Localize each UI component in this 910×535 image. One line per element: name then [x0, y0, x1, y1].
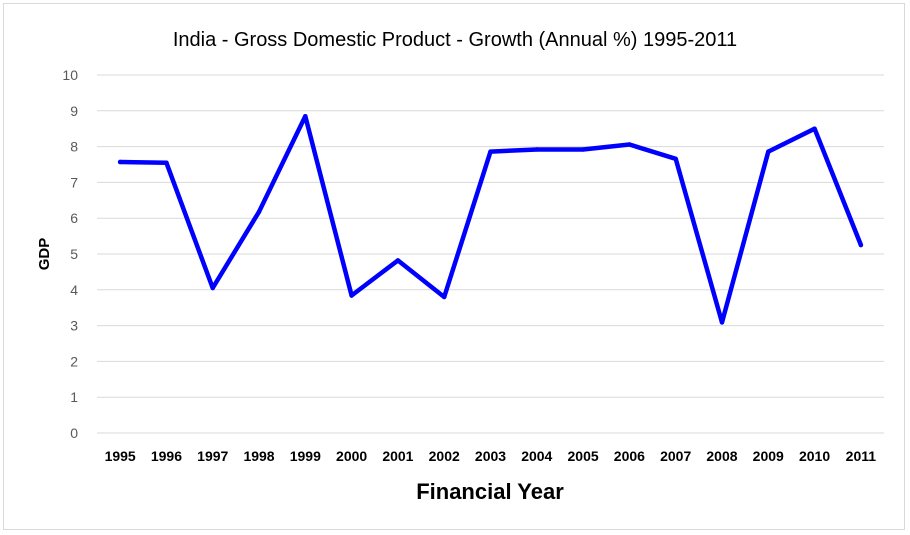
- series-layer: [117, 113, 864, 325]
- x-tick-label: 2009: [753, 448, 784, 464]
- data-point-2004: [534, 147, 539, 152]
- y-axis-ticks: 0 1 2 3 4 5 6 7 8 9 10: [62, 67, 78, 441]
- data-point-1997: [210, 285, 215, 291]
- x-tick-label: 1997: [197, 448, 228, 464]
- data-point-1998: [256, 209, 262, 214]
- x-tick-label: 1999: [290, 448, 321, 464]
- data-point-2009: [766, 149, 771, 154]
- x-axis-ticks: 1995 1996 1997 1998 1999 2000 2001 2002 2003 2004…: [105, 448, 877, 464]
- series-line-0: [117, 113, 864, 325]
- x-tick-label: 2007: [660, 448, 691, 464]
- x-tick-label: 2008: [706, 448, 737, 464]
- data-point-1996: [164, 160, 169, 165]
- y-tick-label: 6: [70, 210, 78, 226]
- x-tick-label: 2004: [521, 448, 552, 464]
- y-tick-label: 3: [70, 318, 78, 334]
- x-tick-label: 2006: [614, 448, 645, 464]
- y-tick-label: 0: [70, 425, 78, 441]
- data-point-2006: [627, 142, 632, 147]
- y-tick-label: 8: [70, 139, 78, 155]
- x-tick-label: 1995: [105, 448, 136, 464]
- data-point-2011: [858, 242, 864, 248]
- y-tick-label: 5: [70, 246, 78, 262]
- data-point-2000: [349, 293, 354, 298]
- y-tick-label: 4: [70, 282, 78, 298]
- y-tick-label: 1: [70, 389, 78, 405]
- y-tick-label: 10: [62, 67, 78, 83]
- y-axis-label: GDP: [36, 238, 53, 271]
- x-tick-label: 2001: [382, 448, 413, 464]
- y-tick-label: 2: [70, 353, 78, 369]
- data-point-2008: [719, 320, 725, 325]
- x-tick-label: 2002: [429, 448, 460, 464]
- x-tick-label: 2011: [846, 448, 877, 464]
- y-tick-label: 7: [70, 174, 78, 190]
- gridlines: [97, 74, 884, 434]
- x-tick-label: 2005: [568, 448, 599, 464]
- data-point-2001: [395, 258, 401, 263]
- data-point-2010: [812, 126, 817, 131]
- x-axis-label: Financial Year: [416, 479, 564, 504]
- x-tick-label: 2003: [475, 448, 506, 464]
- chart-title: India - Gross Domestic Product - Growth …: [173, 29, 737, 51]
- x-tick-label: 2000: [336, 448, 367, 464]
- x-tick-label: 1996: [151, 448, 182, 464]
- x-tick-label: 1998: [243, 448, 274, 464]
- data-point-2003: [488, 149, 493, 154]
- data-point-1999: [303, 113, 308, 119]
- x-tick-label: 2010: [799, 448, 830, 464]
- data-point-1995: [117, 159, 123, 165]
- data-point-2005: [580, 147, 586, 152]
- data-point-2007: [673, 156, 678, 161]
- y-tick-label: 9: [70, 103, 78, 119]
- data-point-2002: [442, 294, 447, 300]
